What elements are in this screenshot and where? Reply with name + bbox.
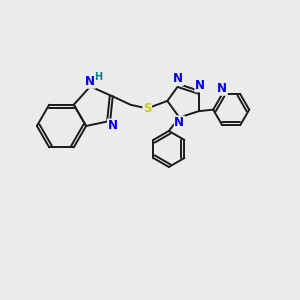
Text: N: N xyxy=(217,82,227,95)
Text: N: N xyxy=(108,119,118,132)
Text: H: H xyxy=(94,72,102,82)
Text: N: N xyxy=(195,79,205,92)
Text: N: N xyxy=(85,75,95,88)
Text: N: N xyxy=(174,116,184,129)
Text: S: S xyxy=(143,102,152,115)
Text: N: N xyxy=(173,73,183,85)
